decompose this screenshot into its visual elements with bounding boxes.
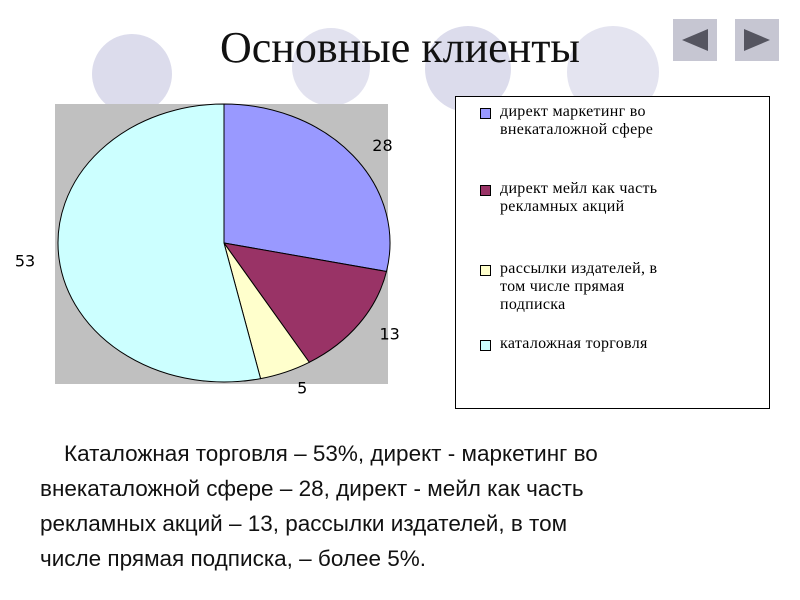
page-title: Основные клиенты bbox=[219, 23, 580, 72]
legend-label: директ маркетинг во bbox=[500, 103, 646, 120]
legend-swatch bbox=[480, 185, 491, 196]
prev-slide-button[interactable] bbox=[672, 18, 718, 62]
caption-line: числе прямая подписка, – более 5%. bbox=[40, 546, 427, 571]
legend-label: каталожная торговля bbox=[500, 335, 648, 352]
legend-item: каталожная торговля bbox=[480, 335, 760, 353]
pie-slice bbox=[223, 103, 391, 273]
legend-label: директ мейл как часть bbox=[500, 180, 658, 197]
legend-item: директ маркетинг во внекаталожной сфере bbox=[480, 103, 760, 139]
legend-item: рассылки издателей, в том числе прямая под… bbox=[480, 260, 760, 314]
decorative-circle bbox=[92, 34, 172, 114]
caption-line: внекаталожной сфере – 28, директ - мейл … bbox=[40, 476, 584, 501]
triangle-left-icon bbox=[682, 29, 708, 51]
pie-slice bbox=[57, 103, 262, 383]
legend-label: внекаталожной сфере bbox=[500, 121, 654, 138]
data-label: 53 bbox=[15, 251, 35, 270]
decorative-circle bbox=[292, 28, 370, 106]
legend-label: рекламных акций bbox=[500, 198, 625, 215]
pie-slice bbox=[222, 242, 388, 363]
caption-line: рекламных акций – 13, рассылки издателей… bbox=[40, 511, 568, 536]
legend-label: подписка bbox=[500, 296, 566, 313]
caption-line: Каталожная торговля – 53%, директ - марк… bbox=[64, 441, 598, 466]
caption-text: Каталожная торговля – 53%, директ - марк… bbox=[40, 436, 760, 576]
data-label: 28 bbox=[372, 136, 392, 155]
legend-label: рассылки издателей, в bbox=[500, 260, 658, 277]
legend-label: том числе прямая bbox=[500, 278, 625, 295]
legend-swatch bbox=[480, 108, 491, 119]
triangle-right-icon bbox=[744, 29, 770, 51]
data-label: 13 bbox=[379, 324, 399, 343]
next-slide-button[interactable] bbox=[734, 18, 780, 62]
legend-swatch bbox=[480, 340, 491, 351]
legend-item: директ мейл как часть рекламных акций bbox=[480, 180, 760, 216]
legend-swatch bbox=[480, 265, 491, 276]
data-label: 5 bbox=[297, 379, 307, 398]
chart-legend: директ маркетинг во внекаталожной сфере ди… bbox=[455, 96, 770, 409]
